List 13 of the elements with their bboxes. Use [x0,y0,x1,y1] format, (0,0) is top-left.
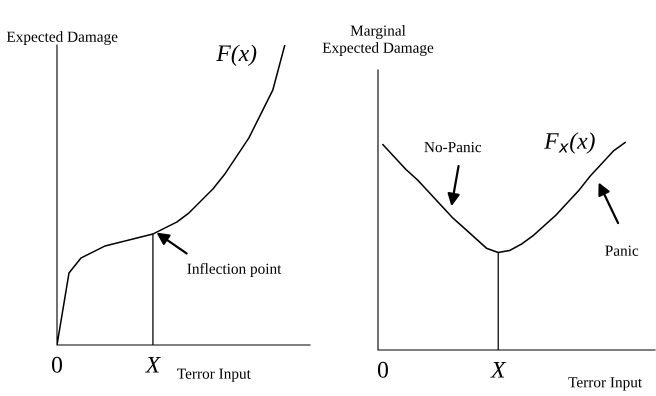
x-tick-label: X [490,362,506,378]
y-axis-title: Expected Damage [6,31,118,45]
series-label: F(x) [216,44,256,66]
y-axis-title: Marginal Expected Damage [322,25,434,56]
x-axis-title: Terror Input [177,368,251,382]
series-label: F$_{x}$(x) [544,132,595,154]
x-axis-title: Terror Input [568,377,642,391]
annotation: No-Panic [424,142,482,152]
x-tick-label: X [144,357,161,372]
x-tick-label: 0 [378,362,388,378]
x-tick-label: 0 [52,356,62,373]
annotation: Panic [605,246,638,256]
annotation: Inflection point [187,262,282,278]
